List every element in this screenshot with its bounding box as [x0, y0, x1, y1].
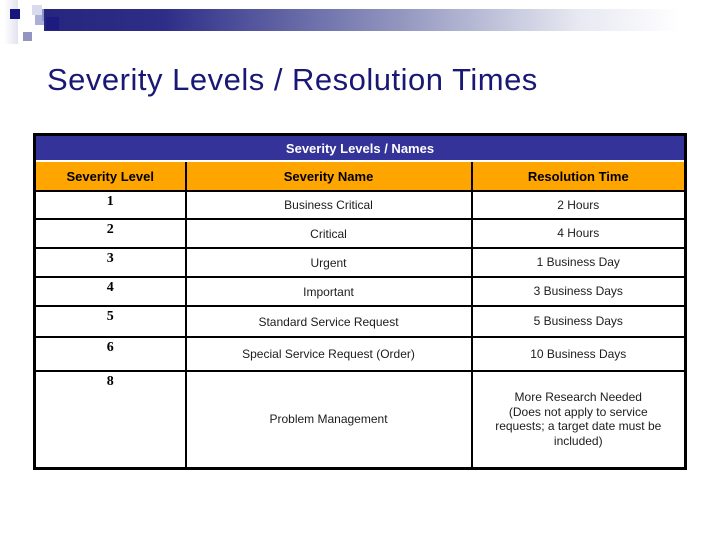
severity-level-value: 1 — [33, 190, 187, 220]
table-row: 8 Problem Management More Research Neede… — [33, 370, 687, 469]
deco-horizontal-bar — [44, 9, 714, 31]
severity-table: Severity Levels / Names Severity Level S… — [33, 133, 688, 470]
column-header-resolution-time: Resolution Time — [470, 160, 687, 192]
severity-name-value: Business Critical — [184, 190, 473, 220]
deco-square-lavender — [35, 15, 45, 25]
deco-square-light — [32, 5, 42, 15]
column-header-severity-name: Severity Name — [184, 160, 473, 192]
resolution-time-value: 2 Hours — [470, 190, 687, 220]
table-row: 5 Standard Service Request 5 Business Da… — [33, 305, 687, 338]
deco-vertical-bar — [4, 0, 18, 44]
table-row: 4 Important 3 Business Days — [33, 276, 687, 307]
severity-name-value: Urgent — [184, 247, 473, 278]
resolution-time-value: 5 Business Days — [470, 305, 687, 338]
header-decoration — [0, 0, 720, 50]
resolution-time-value: 10 Business Days — [470, 336, 687, 372]
severity-name-value: Important — [184, 276, 473, 307]
deco-square-navy-left — [10, 9, 20, 19]
column-header-severity-level: Severity Level — [33, 160, 187, 192]
severity-level-value: 3 — [33, 247, 187, 278]
resolution-time-value: 1 Business Day — [470, 247, 687, 278]
severity-level-value: 6 — [33, 336, 187, 372]
table-column-header-row: Severity Level Severity Name Resolution … — [33, 160, 687, 192]
table-row: 2 Critical 4 Hours — [33, 218, 687, 249]
severity-name-value: Problem Management — [184, 370, 473, 469]
resolution-time-value: 4 Hours — [470, 218, 687, 249]
table-row: 6 Special Service Request (Order) 10 Bus… — [33, 336, 687, 372]
resolution-time-value: More Research Needed (Does not apply to … — [470, 370, 687, 469]
deco-square-navy-right — [46, 17, 59, 30]
table-row: 1 Business Critical 2 Hours — [33, 190, 687, 220]
severity-level-value: 4 — [33, 276, 187, 307]
severity-level-value: 8 — [33, 370, 187, 469]
deco-square-purple — [23, 32, 32, 41]
severity-name-value: Critical — [184, 218, 473, 249]
severity-level-value: 5 — [33, 305, 187, 338]
severity-name-value: Standard Service Request — [184, 305, 473, 338]
resolution-time-value: 3 Business Days — [470, 276, 687, 307]
slide-title: Severity Levels / Resolution Times — [47, 62, 538, 97]
table-title: Severity Levels / Names — [33, 133, 687, 162]
table-row: 3 Urgent 1 Business Day — [33, 247, 687, 278]
severity-level-value: 2 — [33, 218, 187, 249]
severity-name-value: Special Service Request (Order) — [184, 336, 473, 372]
table-title-row: Severity Levels / Names — [33, 133, 687, 162]
